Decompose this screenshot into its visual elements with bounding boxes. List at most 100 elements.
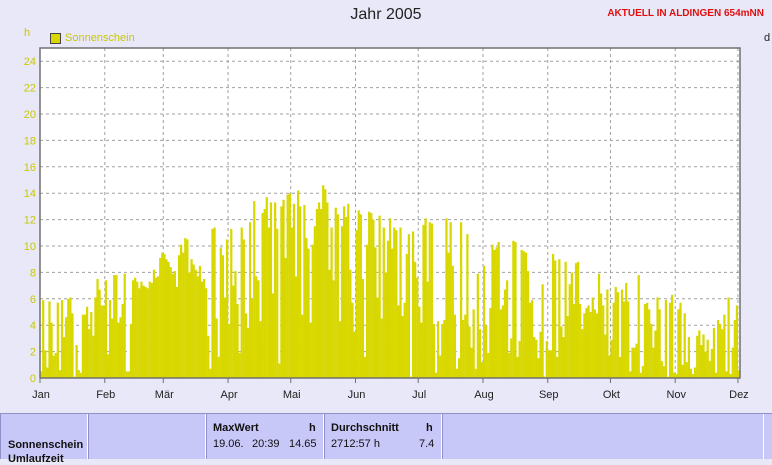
sunshine-bar [223,297,227,378]
sunshine-bar [104,280,108,378]
sunshine-bar [150,282,153,378]
sunshine-bar [102,305,105,378]
sunshine-bar [491,244,494,378]
sunshine-bar [597,273,601,378]
sunshine-bar [656,297,659,378]
sunshine-bar [265,197,268,378]
sunshine-bar [541,284,544,378]
sunshine-bar [689,368,693,378]
sunshine-bar [652,347,655,378]
sunshine-bar [142,285,145,378]
sunshine-bar [531,300,534,378]
sunshine-bar [65,317,68,378]
y-tick-label: 14 [24,188,36,200]
sunshine-bar [403,302,406,378]
sunshine-bar [363,356,367,378]
sunshine-bar [345,216,348,378]
sunshine-bar [524,252,528,378]
sunshine-bar [370,213,373,378]
sunshine-bar [620,289,624,378]
sunshine-bar [414,261,417,378]
sunshine-bar [533,337,536,378]
sunshine-bar [374,247,377,378]
sunshine-bar [512,240,515,378]
sunshine-bar [286,194,289,378]
sunshine-bar [115,275,118,378]
sunshine-bar [246,327,250,378]
sunshine-bar [353,331,356,378]
sunshine-bar [520,249,523,378]
x-tick-label: Okt [603,389,620,401]
panel-cell-avg [324,414,442,459]
sunshine-bar [117,322,120,378]
sunshine-bar [186,239,189,378]
sunshine-bar [113,275,116,378]
sunshine-bar [322,185,325,378]
sunshine-bar [240,227,243,378]
sunshine-bar [159,257,162,378]
sunshine-bar [696,335,699,378]
sunshine-bar [614,286,617,378]
max-unit: h [309,422,316,434]
sunshine-bar [351,302,354,378]
sunshine-bar [119,317,122,378]
sunshine-bar [253,201,256,378]
sunshine-bar [443,319,446,378]
sunshine-bar [535,339,538,378]
sunshine-bar [493,249,496,378]
x-tick-label: Feb [96,389,115,401]
sunshine-bar [305,238,308,378]
sunshine-bar [198,265,202,378]
sunshine-bar [495,247,498,378]
sunshine-bar [144,286,147,378]
sunshine-bar [451,265,454,378]
y-tick-label: 0 [30,373,36,385]
sunshine-bar [136,281,139,378]
sunshine-bar [474,368,477,378]
sunshine-bar [290,227,293,378]
sunshine-bar [547,350,550,378]
sunshine-bar [593,309,596,378]
sunshine-bar [445,218,448,378]
sunshine-bar [645,302,649,378]
sunshine-bar [98,289,101,378]
sunshine-bar [399,227,402,378]
sunshine-bar [48,301,51,378]
sunshine-bar [234,271,237,378]
sunshine-bar [600,293,603,378]
sunshine-bar [497,242,500,378]
sunshine-bar [232,285,235,378]
sunshine-bar [631,347,634,378]
sunshine-bar [460,222,463,378]
sunshine-bar [46,367,49,378]
sunshine-bar [635,343,638,378]
sunshine-bar [478,329,482,378]
sunshine-bar [499,309,502,378]
sunshine-bar [391,248,394,378]
right-edge-label: d [764,32,771,44]
sunshine-bar [687,337,690,378]
y-tick-label: 22 [24,83,36,95]
panel-cell-max [206,414,324,459]
sunshine-bar [735,305,739,378]
sunshine-bar [278,363,281,378]
sunshine-bar [706,339,709,378]
sunshine-bar [579,304,582,378]
chart-title: Jahr 2005 [350,6,422,23]
sunshine-bar [439,355,442,378]
sunshine-bar [217,356,220,378]
sunshine-bar [336,214,339,378]
sunshine-bar [309,322,312,378]
sunshine-bar [67,298,70,378]
sunshine-bar [518,341,521,378]
sunshine-bar [712,327,716,378]
sunshine-bar [411,231,415,378]
sunshine-bar [420,322,423,378]
sunshine-bar [637,275,640,378]
sunshine-bar [556,356,559,378]
sunshine-bar [108,300,112,378]
sunshine-bar [276,228,279,378]
sunshine-bar [708,360,711,378]
sunshine-bar [182,252,185,378]
sunshine-bar [710,348,713,378]
